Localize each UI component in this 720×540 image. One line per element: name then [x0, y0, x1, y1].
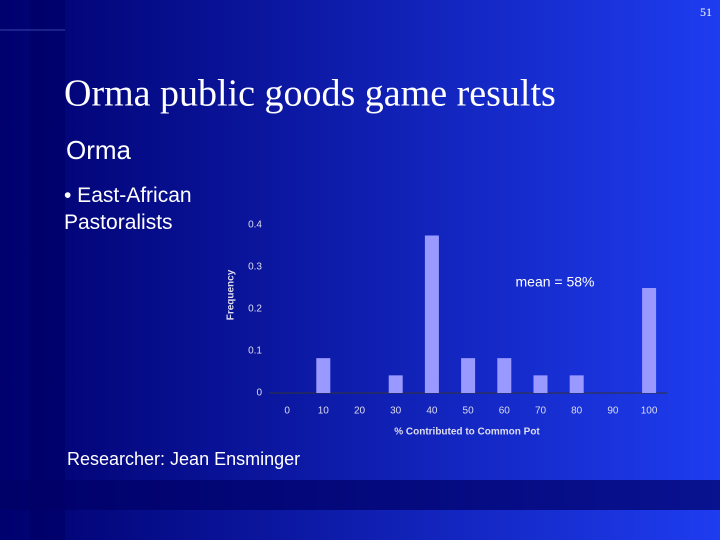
- bar: [497, 358, 512, 393]
- x-tick-label: 20: [354, 406, 366, 417]
- x-axis-label: % Contributed to Common Pot: [394, 427, 540, 438]
- page-number: 51: [700, 5, 712, 19]
- y-tick-label: 0.1: [248, 346, 262, 357]
- bullet-box: • East-African Pastoralists: [64, 184, 192, 234]
- x-tick-label: 0: [284, 406, 290, 417]
- x-tick-label: 10: [318, 406, 330, 417]
- x-tick-label: 60: [499, 406, 511, 417]
- y-tick-label: 0.2: [248, 304, 262, 315]
- bar: [388, 375, 403, 393]
- bar: [569, 375, 584, 393]
- x-tick-label: 90: [607, 406, 619, 417]
- x-tick-label: 30: [390, 406, 402, 417]
- x-tick-label: 100: [641, 406, 658, 417]
- vertical-stripe: [30, 0, 65, 540]
- horizontal-stripe: [0, 480, 720, 510]
- x-tick-label: 50: [463, 406, 475, 417]
- x-tick-label: 70: [535, 406, 547, 417]
- bar: [316, 358, 331, 393]
- y-tick-label: 0.3: [248, 262, 262, 273]
- bar: [461, 358, 476, 393]
- chart: 0 0.1 0.2 0.3 0.4 Frequency % Contributed to C…: [226, 220, 668, 438]
- bar: [533, 375, 548, 393]
- footer: Researcher: Jean Ensminger: [67, 449, 300, 469]
- y-tick-label: 0.4: [248, 220, 262, 231]
- x-tick-label: 80: [571, 406, 583, 417]
- slide-title: Orma public goods game results: [64, 73, 556, 115]
- bar: [424, 235, 439, 393]
- subtitle: Orma: [66, 135, 132, 165]
- y-tick-label: 0: [256, 388, 262, 399]
- bullet: • East-African Pastoralists: [64, 184, 192, 234]
- y-axis-label: Frequency: [226, 269, 237, 320]
- bar: [642, 288, 657, 393]
- x-tick-label: 40: [426, 406, 438, 417]
- annotation: mean = 58%: [516, 274, 595, 290]
